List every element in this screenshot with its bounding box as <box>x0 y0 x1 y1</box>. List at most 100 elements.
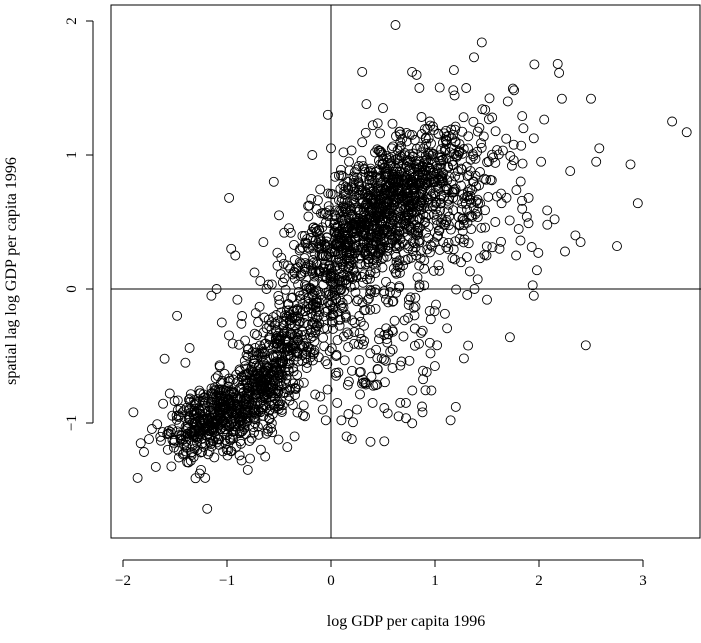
data-point <box>334 195 344 206</box>
x-tick-label: −1 <box>219 573 235 589</box>
data-point <box>255 276 266 286</box>
data-point <box>252 421 263 432</box>
data-point <box>419 202 430 213</box>
data-point <box>242 344 253 355</box>
data-point <box>459 193 470 204</box>
data-point <box>344 201 355 211</box>
data-point <box>432 231 443 242</box>
data-point <box>300 264 311 274</box>
data-point <box>392 231 403 242</box>
data-point <box>249 267 260 278</box>
data-point <box>370 268 381 279</box>
data-point <box>298 400 309 411</box>
data-point <box>379 403 390 413</box>
data-point <box>391 243 402 254</box>
data-point <box>462 171 473 182</box>
data-point <box>428 209 439 220</box>
data-point <box>327 317 338 328</box>
data-point <box>457 198 468 209</box>
data-point <box>334 320 345 331</box>
data-point <box>332 335 343 346</box>
data-point <box>357 137 368 148</box>
data-point <box>387 363 398 373</box>
data-point <box>215 378 226 389</box>
data-point <box>681 127 692 138</box>
data-point <box>354 181 365 192</box>
data-point <box>395 129 406 140</box>
data-point <box>521 211 532 222</box>
data-point <box>446 124 457 135</box>
data-point <box>425 240 436 250</box>
data-point <box>407 129 418 140</box>
data-point <box>336 235 347 246</box>
x-tick-label: 2 <box>535 573 543 589</box>
data-point <box>314 318 325 329</box>
data-point <box>317 404 328 415</box>
data-point <box>250 418 261 428</box>
data-point <box>325 271 336 282</box>
data-point <box>434 225 445 236</box>
data-point <box>461 83 472 93</box>
data-point <box>468 116 479 127</box>
data-point <box>256 352 267 362</box>
data-point <box>289 431 300 442</box>
data-point <box>294 290 305 301</box>
data-point <box>354 311 365 321</box>
data-point <box>433 225 444 236</box>
data-point <box>208 407 219 418</box>
x-tick-label: 1 <box>431 573 439 589</box>
data-point <box>285 227 296 238</box>
data-point <box>400 397 411 408</box>
data-point <box>409 135 420 145</box>
data-point <box>243 399 254 410</box>
data-point <box>255 397 266 408</box>
data-point <box>443 244 454 255</box>
data-point <box>448 129 459 140</box>
data-point <box>423 157 434 168</box>
data-point <box>370 303 381 314</box>
data-point <box>343 237 354 248</box>
data-point <box>322 359 333 370</box>
data-point <box>235 392 246 403</box>
data-point <box>372 118 383 129</box>
data-point <box>480 205 490 216</box>
data-point <box>478 131 489 142</box>
data-point <box>449 90 460 101</box>
data-point <box>427 149 438 160</box>
axes-layer: −2 −1 0 1 2 3 −1 0 1 2 <box>64 4 701 589</box>
data-point <box>496 236 506 247</box>
data-point <box>223 409 234 420</box>
data-point <box>591 156 602 167</box>
data-point <box>400 203 411 214</box>
data-point <box>508 155 519 166</box>
data-point <box>448 244 459 255</box>
data-point <box>181 402 192 413</box>
data-point <box>329 247 340 258</box>
data-point <box>432 340 443 351</box>
data-point <box>181 440 192 450</box>
data-point <box>421 367 432 378</box>
data-point <box>248 413 259 424</box>
data-point <box>155 431 166 442</box>
data-point <box>316 295 327 306</box>
data-point <box>286 329 296 340</box>
data-point <box>379 286 389 297</box>
data-point <box>292 369 303 380</box>
data-point <box>355 389 365 400</box>
data-point <box>329 219 340 230</box>
data-point <box>529 59 540 70</box>
data-point <box>356 333 367 344</box>
data-point <box>346 196 357 207</box>
data-point <box>327 304 338 314</box>
data-point <box>417 184 428 195</box>
data-point <box>355 258 366 269</box>
data-point <box>206 388 216 399</box>
data-point <box>182 428 193 439</box>
data-point <box>234 403 245 414</box>
data-point <box>381 276 391 287</box>
data-point <box>362 274 372 285</box>
data-point <box>230 250 241 261</box>
data-point <box>632 198 643 209</box>
data-point <box>294 257 305 268</box>
data-point <box>200 423 211 434</box>
